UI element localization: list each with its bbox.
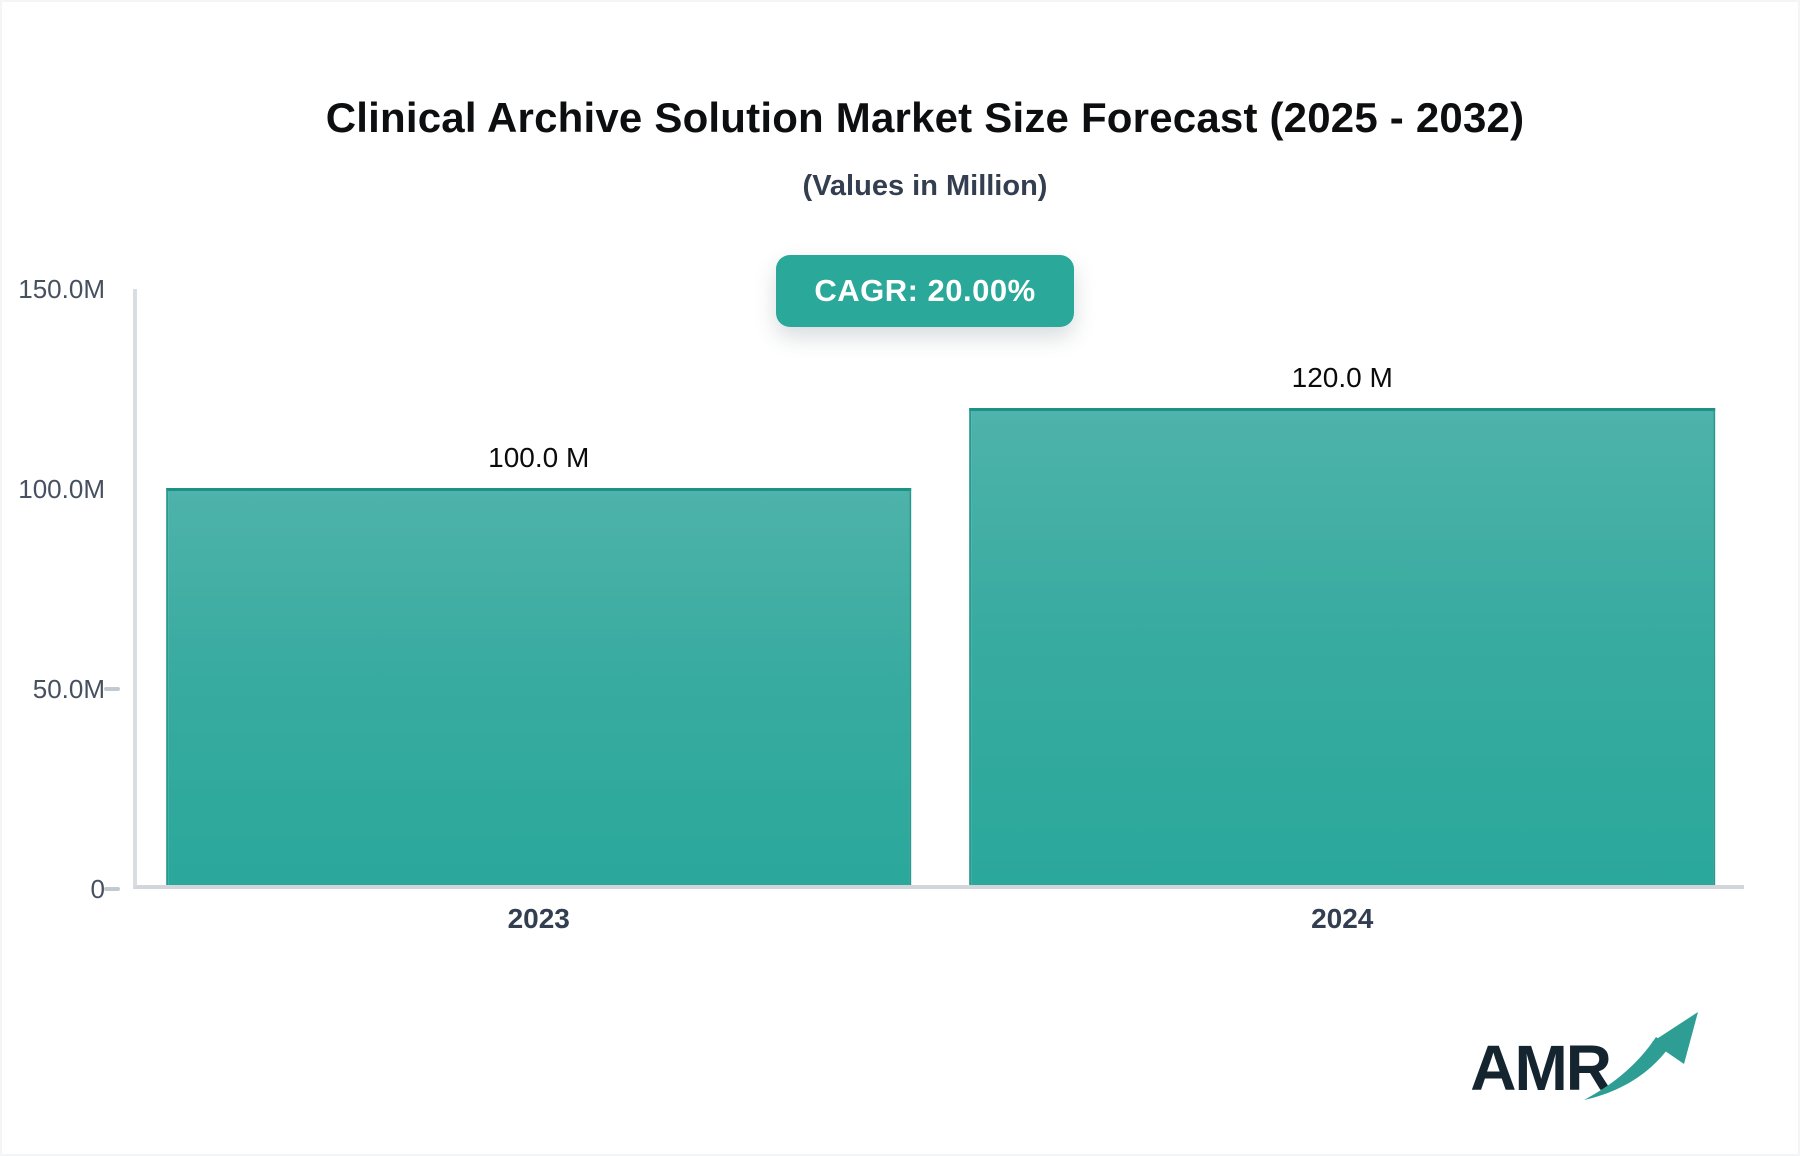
bar-2024[interactable] [969,408,1716,885]
bar-2023[interactable] [165,487,912,885]
bar-value-label: 120.0 M [1291,362,1393,394]
growth-arrow-icon [1584,1012,1698,1100]
x-axis-label: 2023 [507,903,570,934]
y-axis-tick-mark [104,887,120,891]
x-axis-label: 2024 [1311,903,1374,934]
bar-slot: 100.0 M 2023 [137,289,941,934]
plot-area: 100.0 M 2023 120.0 M 2024 [133,289,1745,934]
chart-subtitle: (Values in Million) [802,170,1048,202]
bar-slot: 120.0 M 2024 [941,289,1745,934]
y-axis-tick-label: 150.0M [18,274,105,304]
bar-value-label: 100.0 M [488,441,590,473]
y-axis-tick-label: 100.0M [18,474,105,504]
cagr-badge-wrap: CAGR: 20.00% [27,255,1798,327]
chart-plot-wrap: 0 50.0M 100.0M 150.0M 100.0 M 2023 120.0 M 202… [2,276,1745,934]
amr-logo-text: AMR [1470,1032,1612,1104]
y-axis-tick-label: 50.0M [32,674,105,704]
amr-logo: AMR [1470,1010,1702,1100]
y-axis-tick-mark [104,687,120,691]
y-axis: 0 50.0M 100.0M 150.0M [2,276,105,902]
cagr-badge: CAGR: 20.00% [776,255,1074,327]
chart-title: Clinical Archive Solution Market Size Fo… [325,94,1525,141]
y-axis-ticks [104,289,120,891]
y-axis-tick-label: 0 [90,874,105,904]
